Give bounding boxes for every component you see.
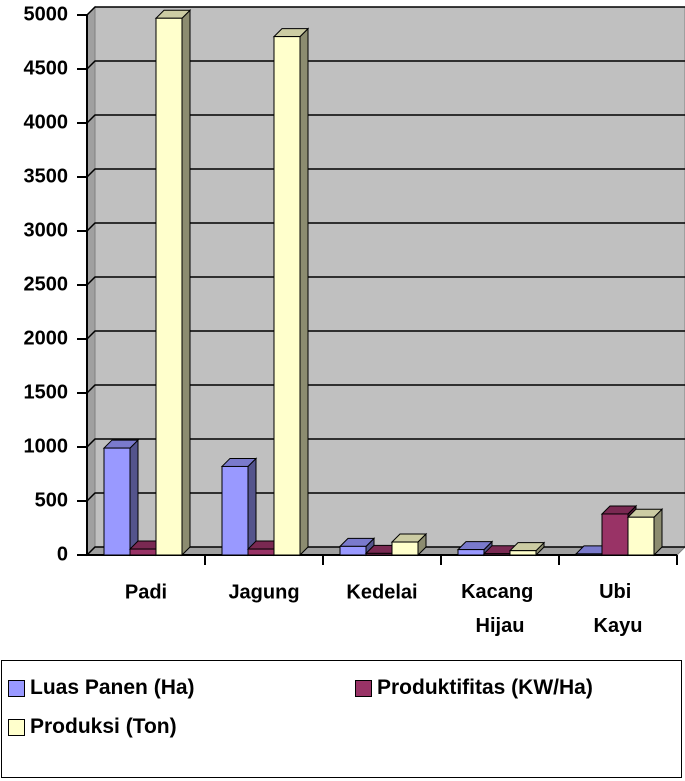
- bar: [102, 438, 140, 557]
- bar-side: [247, 457, 257, 557]
- y-tick-label: 2500: [24, 273, 69, 295]
- bar-front: [103, 447, 131, 556]
- legend: Luas Panen (Ha) Produktifitas (KW/Ha) Prod…: [1, 660, 682, 778]
- grid-line: [86, 492, 685, 502]
- x-tick-label: Padi: [125, 581, 167, 603]
- x-tick-label: Jagung: [228, 581, 299, 603]
- bar-front: [627, 516, 655, 556]
- x-tick-label: Kacang Hijau: [461, 581, 539, 637]
- y-tick-label: 3000: [24, 219, 69, 241]
- bar: [154, 9, 192, 557]
- bar: [272, 27, 310, 557]
- legend-label: Produksi (Ton): [30, 715, 177, 738]
- bar-front: [509, 550, 537, 556]
- y-tick-label: 2000: [24, 327, 69, 349]
- legend-item: Produktifitas (KW/Ha): [355, 676, 593, 700]
- bar: [508, 541, 546, 557]
- bar: [390, 532, 428, 557]
- legend-item: Luas Panen (Ha): [8, 676, 195, 700]
- grid-line: [86, 222, 685, 232]
- grid-line: [86, 168, 685, 178]
- bar-side: [129, 438, 139, 557]
- bar-side: [299, 27, 309, 557]
- legend-swatch: [8, 679, 25, 697]
- bar-front: [575, 553, 603, 556]
- grid-line: [86, 438, 685, 448]
- grid-line: [86, 114, 685, 124]
- grid-line: [86, 276, 685, 286]
- bar: [338, 537, 376, 557]
- bar-front: [601, 513, 629, 556]
- bar-front: [339, 545, 367, 556]
- bar-front: [391, 541, 419, 556]
- x-tick-label: Kedelai: [346, 581, 417, 603]
- bar-front: [129, 548, 157, 556]
- y-tick-label: 500: [35, 489, 68, 511]
- grid-line: [86, 6, 685, 16]
- y-tick-label: 3500: [24, 165, 69, 187]
- grid-line: [86, 60, 685, 70]
- chart: 0 500 1000 1500 2000 2500 3000 3500 4000 4500 5000…: [24, 3, 685, 637]
- legend-item: Produksi (Ton): [8, 715, 177, 739]
- bar-side: [181, 9, 191, 557]
- bar-front: [457, 549, 485, 556]
- bar-front: [365, 552, 393, 556]
- bar-front: [483, 553, 511, 556]
- grid-line: [86, 384, 685, 394]
- legend-label: Produktifitas (KW/Ha): [377, 676, 593, 699]
- y-tick-label: 4500: [24, 57, 69, 79]
- x-tick-label: Ubi Kayu: [594, 581, 643, 637]
- legend-swatch: [355, 679, 372, 697]
- grid-line: [86, 330, 685, 340]
- bar-front: [247, 548, 275, 556]
- bar-front: [155, 17, 183, 556]
- bar: [220, 457, 258, 557]
- legend-swatch: [8, 718, 25, 736]
- bar: [626, 507, 664, 557]
- y-tick-label: 0: [57, 543, 68, 565]
- y-tick-label: 4000: [24, 111, 69, 133]
- bar-front: [221, 465, 249, 556]
- legend-label: Luas Panen (Ha): [30, 676, 195, 699]
- y-tick-label: 1500: [24, 381, 69, 403]
- y-tick-label: 5000: [24, 3, 69, 25]
- bar-front: [273, 36, 301, 556]
- y-tick-label: 1000: [24, 435, 69, 457]
